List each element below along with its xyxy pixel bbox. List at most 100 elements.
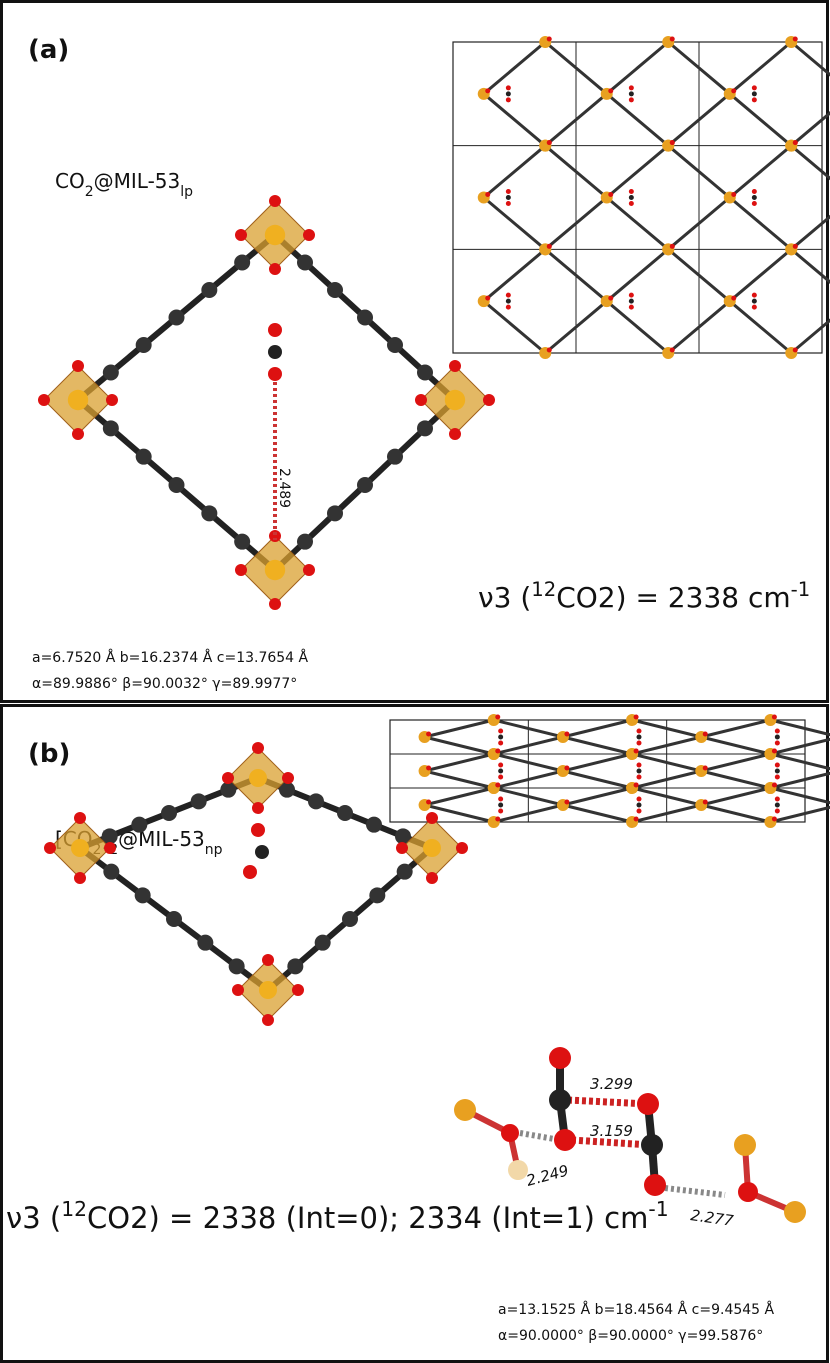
oxygen: [426, 872, 438, 884]
oxygen: [303, 564, 315, 576]
oxygen: [426, 800, 431, 805]
co2-atom: [506, 85, 511, 90]
oxygen: [793, 244, 798, 249]
co2-atom: [775, 775, 780, 780]
linker: [770, 771, 830, 788]
atom: [549, 1047, 571, 1069]
oxygen: [772, 817, 777, 822]
atom: [554, 1129, 576, 1151]
linker: [791, 198, 830, 250]
carbon: [369, 887, 385, 903]
linker: [770, 737, 830, 754]
carbon: [136, 337, 152, 353]
structure-name: CO2@MIL-53lp: [55, 169, 193, 200]
co2-atom: [775, 797, 780, 802]
co2-atom: [637, 775, 642, 780]
linker: [563, 737, 632, 754]
metal: [265, 225, 285, 245]
oxygen: [547, 140, 552, 145]
oxygen: [449, 428, 461, 440]
carbon: [135, 887, 151, 903]
linker: [730, 198, 792, 250]
frequency-part: -1: [648, 1197, 668, 1221]
carbon: [297, 255, 313, 271]
co2-atom: [629, 201, 634, 206]
co2-atom: [268, 323, 282, 337]
oxygen: [426, 766, 431, 771]
cell-parameters: a=6.7520 Å b=16.2374 Å c=13.7654 Å: [32, 649, 309, 666]
metal: [68, 390, 88, 410]
linker: [791, 146, 830, 198]
co2-atom: [637, 741, 642, 746]
linker: [425, 737, 494, 754]
co2-atom: [251, 823, 265, 837]
co2-atom: [637, 763, 642, 768]
carbon: [397, 864, 413, 880]
frequency-part: 12: [61, 1197, 87, 1221]
linker: [770, 805, 830, 822]
carbon: [131, 817, 147, 833]
co2-atom: [506, 201, 511, 206]
co2-atom: [629, 85, 634, 90]
oxygen: [222, 772, 234, 784]
oxygen: [608, 192, 613, 197]
linker: [607, 249, 669, 301]
oxygen: [608, 88, 613, 93]
oxygen: [104, 842, 116, 854]
carbon: [327, 505, 343, 521]
co2-atom: [629, 91, 634, 96]
oxygen: [252, 742, 264, 754]
oxygen: [703, 800, 708, 805]
carbon: [327, 282, 343, 298]
metal: [249, 769, 267, 787]
co2-atom: [506, 91, 511, 96]
co2-atom: [629, 97, 634, 102]
carbon: [366, 817, 382, 833]
oxygen: [456, 842, 468, 854]
oxygen: [731, 296, 736, 301]
oxygen: [670, 244, 675, 249]
oxygen: [547, 37, 552, 42]
carbon: [417, 420, 433, 436]
oxygen: [72, 360, 84, 372]
distance-label: 2.249: [524, 1161, 570, 1190]
linker: [701, 737, 770, 754]
metal: [265, 560, 285, 580]
co2-atom: [506, 305, 511, 310]
atom: [644, 1174, 666, 1196]
carbon: [387, 449, 403, 465]
co2-atom: [506, 299, 511, 304]
oxygen: [252, 802, 264, 814]
oxygen: [772, 715, 777, 720]
oxygen: [44, 842, 56, 854]
frequency-part: 12: [531, 578, 556, 601]
distance-label: 3.159: [590, 1122, 633, 1140]
oxygen: [485, 296, 490, 301]
co2-atom: [506, 97, 511, 102]
oxygen: [547, 244, 552, 249]
co2-atom: [637, 769, 642, 774]
oxygen: [634, 817, 639, 822]
oxygen: [415, 394, 427, 406]
co2-atom: [637, 809, 642, 814]
atom: [454, 1099, 476, 1121]
linker: [701, 771, 770, 788]
frequency: ν3 (12CO2) = 2338 (Int=0); 2334 (Int=1) …: [6, 1197, 669, 1235]
co2-atom: [752, 97, 757, 102]
linker: [484, 301, 546, 353]
co2-atom: [629, 299, 634, 304]
linker: [791, 42, 830, 94]
co2-atom: [498, 763, 503, 768]
linker: [791, 94, 830, 146]
co2-atom: [775, 769, 780, 774]
atom: [784, 1201, 806, 1223]
co2-atom: [752, 201, 757, 206]
co2-atom: [268, 345, 282, 359]
frequency-part: CO2) = 2338 cm: [556, 581, 790, 614]
panel-label: (a): [28, 35, 69, 65]
oxygen: [396, 842, 408, 854]
oxygen: [608, 296, 613, 301]
linker: [770, 754, 830, 771]
oxygen: [772, 783, 777, 788]
co2-atom: [255, 845, 269, 859]
